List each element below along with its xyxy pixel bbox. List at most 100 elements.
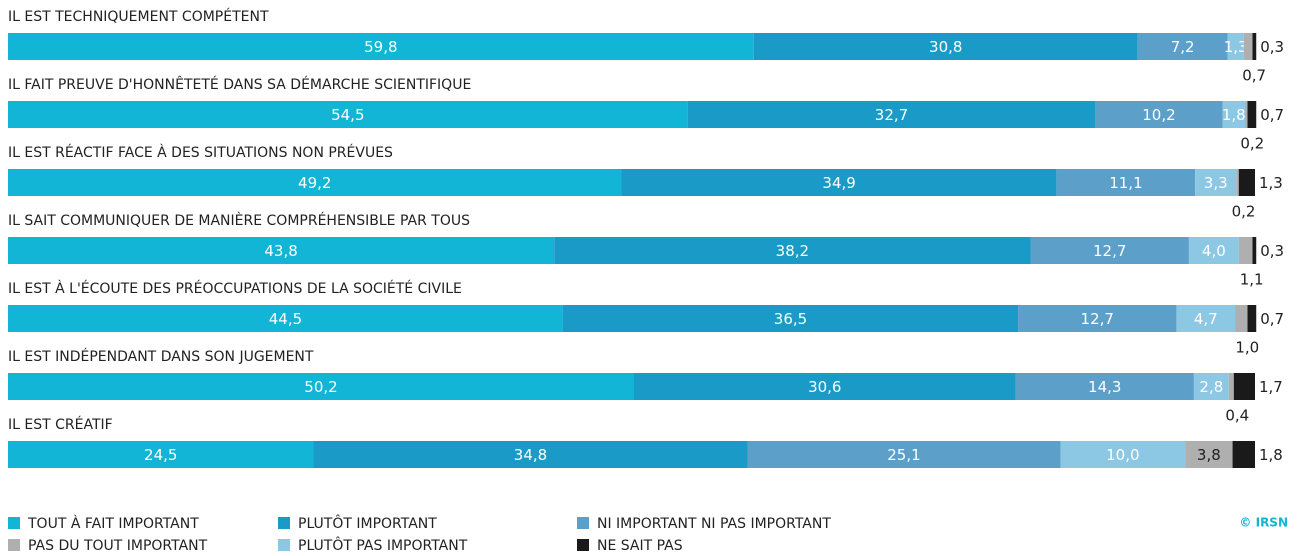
legend-label: PLUTÔT PAS IMPORTANT (298, 536, 468, 554)
bar-segment (8, 169, 622, 196)
category-label: IL EST À L'ÉCOUTE DES PRÉOCCUPATIONS DE … (8, 280, 462, 297)
value-label: 30,6 (808, 378, 841, 396)
bar-segment (687, 101, 1096, 128)
bar-segment (1228, 373, 1234, 400)
bar-segment (621, 169, 1057, 196)
bar-segment (1233, 373, 1255, 400)
value-label: 54,5 (331, 106, 364, 124)
value-label: 4,0 (1202, 242, 1226, 260)
value-label: 34,8 (514, 446, 547, 464)
value-label: 25,1 (887, 446, 920, 464)
value-label: 0,2 (1240, 135, 1264, 153)
bar-segment (1247, 305, 1257, 332)
legend-swatch (8, 517, 20, 529)
bar-segment (1030, 237, 1189, 264)
bar-segment (747, 441, 1061, 468)
bar-segment (8, 373, 634, 400)
bar-segment (1176, 305, 1236, 332)
value-label: 44,5 (269, 310, 302, 328)
value-label: 1,8 (1222, 106, 1246, 124)
value-label: 0,4 (1225, 407, 1249, 425)
bar-segment (1185, 441, 1233, 468)
value-label: 32,7 (875, 106, 908, 124)
bar-segment (753, 33, 1138, 60)
value-label: 3,8 (1197, 446, 1221, 464)
bar-segment (1137, 33, 1228, 60)
value-label: 59,8 (364, 38, 397, 56)
value-label: 1,8 (1259, 446, 1283, 464)
copyright: © IRSN (1239, 516, 1288, 530)
value-label: 0,3 (1260, 242, 1284, 260)
value-label: 49,2 (298, 174, 331, 192)
value-label: 4,7 (1194, 310, 1218, 328)
bar-segment (633, 373, 1016, 400)
bar-segment (1247, 101, 1257, 128)
value-label: 12,7 (1093, 242, 1126, 260)
value-label: 3,3 (1204, 174, 1228, 192)
value-label: 2,8 (1199, 378, 1223, 396)
bar-segment (8, 305, 563, 332)
value-label: 12,7 (1081, 310, 1114, 328)
value-label: 14,3 (1088, 378, 1121, 396)
bar-segment (1238, 169, 1255, 196)
bar-segment (1252, 33, 1257, 60)
bar-segment (562, 305, 1019, 332)
legend-swatch (278, 517, 290, 529)
category-label: IL EST TECHNIQUEMENT COMPÉTENT (8, 8, 269, 25)
bar-segment (8, 237, 555, 264)
legend-swatch (577, 517, 589, 529)
value-label: 10,0 (1106, 446, 1139, 464)
legend-label: PAS DU TOUT IMPORTANT (28, 538, 208, 554)
legend-label: PLUTÔT IMPORTANT (298, 514, 437, 532)
category-label: IL FAIT PREUVE D'HONNÊTETÉ DANS SA DÉMAR… (8, 75, 471, 93)
bar-segment (1060, 441, 1186, 468)
bar-segment (8, 33, 754, 60)
value-label: 10,2 (1142, 106, 1175, 124)
bar-segment (1238, 237, 1253, 264)
bar-segment (1235, 305, 1248, 332)
value-label: 0,2 (1232, 203, 1256, 221)
legend-label: NE SAIT PAS (597, 538, 683, 554)
bar-segment (313, 441, 748, 468)
value-label: 7,2 (1171, 38, 1195, 56)
legend-swatch (278, 539, 290, 551)
legend-label: TOUT À FAIT IMPORTANT (27, 515, 199, 532)
bar-segment (1243, 33, 1253, 60)
value-label: 1,7 (1259, 378, 1283, 396)
bar-segment (1188, 237, 1239, 264)
value-label: 1,1 (1240, 271, 1264, 289)
value-label: 1,0 (1235, 339, 1259, 357)
value-label: 0,7 (1242, 67, 1266, 85)
bar-segment (1227, 33, 1244, 60)
value-label: 11,1 (1109, 174, 1142, 192)
value-label: 43,8 (264, 242, 297, 260)
category-label: IL SAIT COMMUNIQUER DE MANIÈRE COMPRÉHEN… (8, 212, 470, 229)
bar-segment (1236, 169, 1239, 196)
bar-segment (554, 237, 1031, 264)
bar-segment (1232, 441, 1255, 468)
value-label: 34,9 (822, 174, 855, 192)
bar-segment (1095, 101, 1223, 128)
category-label: IL EST INDÉPENDANT DANS SON JUGEMENT (8, 348, 314, 365)
bar-segment (8, 101, 688, 128)
value-label: 50,2 (304, 378, 337, 396)
category-label: IL EST CRÉATIF (8, 416, 113, 433)
legend-swatch (8, 539, 20, 551)
value-label: 0,3 (1260, 38, 1284, 56)
value-label: 0,7 (1260, 310, 1284, 328)
bar-segment (1056, 169, 1196, 196)
bar-segment (1193, 373, 1229, 400)
value-label: 24,5 (144, 446, 177, 464)
value-label: 30,8 (929, 38, 962, 56)
value-label: 1,3 (1259, 174, 1283, 192)
legend-swatch (577, 539, 589, 551)
legend-label: NI IMPORTANT NI PAS IMPORTANT (597, 516, 831, 532)
value-label: 38,2 (776, 242, 809, 260)
category-label: IL EST RÉACTIF FACE À DES SITUATIONS NON… (8, 144, 393, 161)
bar-segment (1252, 237, 1257, 264)
bar-segment (8, 441, 314, 468)
value-label: 36,5 (774, 310, 807, 328)
bar-segment (1195, 169, 1237, 196)
bar-segment (1222, 101, 1246, 128)
bar-segment (1018, 305, 1177, 332)
